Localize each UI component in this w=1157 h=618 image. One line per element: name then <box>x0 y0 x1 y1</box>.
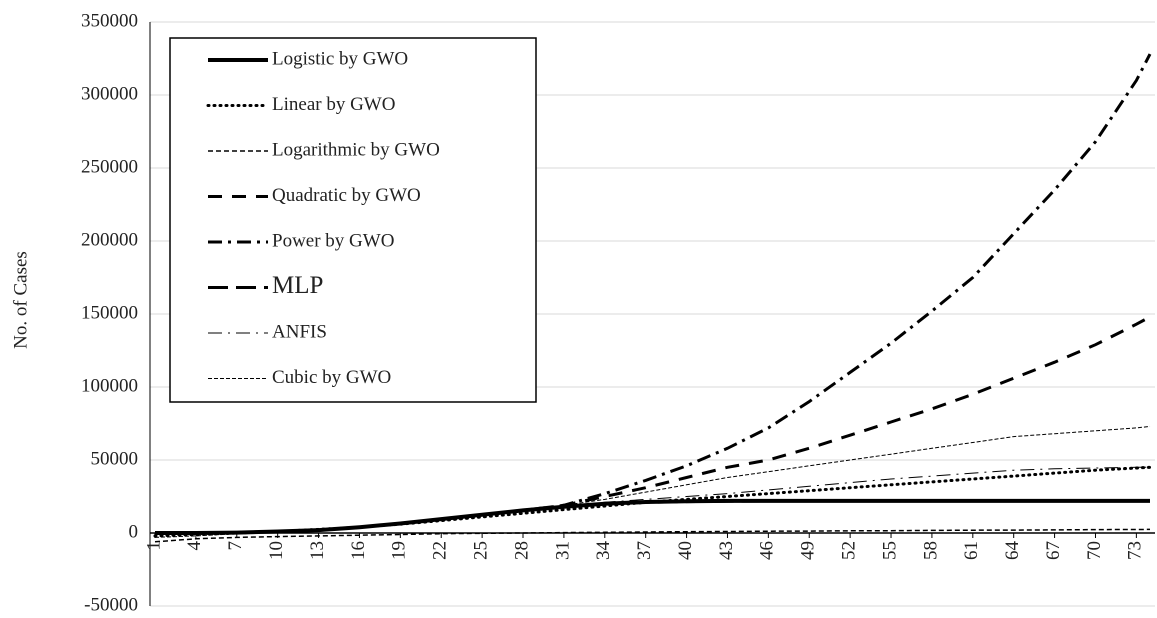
x-tick-label: 1 <box>143 541 164 551</box>
series-line <box>155 499 1150 535</box>
legend-label: MLP <box>272 272 323 299</box>
x-tick-label: 19 <box>389 541 410 560</box>
y-tick-label: -50000 <box>84 594 138 615</box>
x-tick-label: 55 <box>879 541 900 560</box>
x-tick-label: 7 <box>225 541 246 551</box>
legend-label: Logistic by GWO <box>272 48 408 69</box>
x-tick-label: 40 <box>675 541 696 560</box>
series-line <box>154 528 1151 543</box>
x-tick-label: 61 <box>961 541 982 560</box>
x-tick-label: 49 <box>798 541 819 560</box>
y-tick-label: 350000 <box>81 10 138 31</box>
series-line <box>155 53 1152 535</box>
series-line <box>155 498 1150 535</box>
y-tick-label: 250000 <box>81 156 138 177</box>
x-tick-label: 46 <box>757 541 778 560</box>
legend-label: Cubic by GWO <box>272 367 391 388</box>
series-line <box>154 425 1151 538</box>
y-tick-label: 150000 <box>81 302 138 323</box>
x-tick-label: 31 <box>552 541 573 560</box>
x-tick-label: 58 <box>920 541 941 560</box>
x-tick-label: 73 <box>1125 541 1146 560</box>
x-tick-label: 28 <box>511 541 532 560</box>
x-tick-label: 64 <box>1002 541 1023 561</box>
x-tick-label: 34 <box>593 541 614 561</box>
x-tick-label: 22 <box>430 541 451 560</box>
legend-label: Quadratic by GWO <box>272 185 421 206</box>
x-tick-label: 25 <box>470 541 491 560</box>
y-axis-label: No. of Cases <box>10 251 31 349</box>
x-tick-label: 10 <box>266 541 287 560</box>
x-tick-label: 70 <box>1084 541 1105 560</box>
y-tick-label: 300000 <box>81 83 138 104</box>
x-tick-label: 16 <box>348 541 369 560</box>
x-tick-label: 52 <box>838 541 859 560</box>
legend-label: Power by GWO <box>272 230 394 251</box>
y-tick-label: 50000 <box>91 448 139 469</box>
legend-label: Linear by GWO <box>272 94 395 115</box>
x-tick-label: 67 <box>1043 541 1064 560</box>
x-tick-label: 4 <box>184 541 205 551</box>
y-tick-label: 200000 <box>81 229 138 250</box>
legend-label: ANFIS <box>272 321 327 342</box>
x-tick-label: 13 <box>307 541 328 560</box>
legend-box <box>169 37 537 403</box>
x-tick-label: 43 <box>716 541 737 560</box>
x-tick-label: 37 <box>634 541 655 560</box>
legend-label: Logarithmic by GWO <box>272 139 440 160</box>
y-tick-label: 0 <box>129 521 139 542</box>
y-tick-label: 100000 <box>81 375 138 396</box>
